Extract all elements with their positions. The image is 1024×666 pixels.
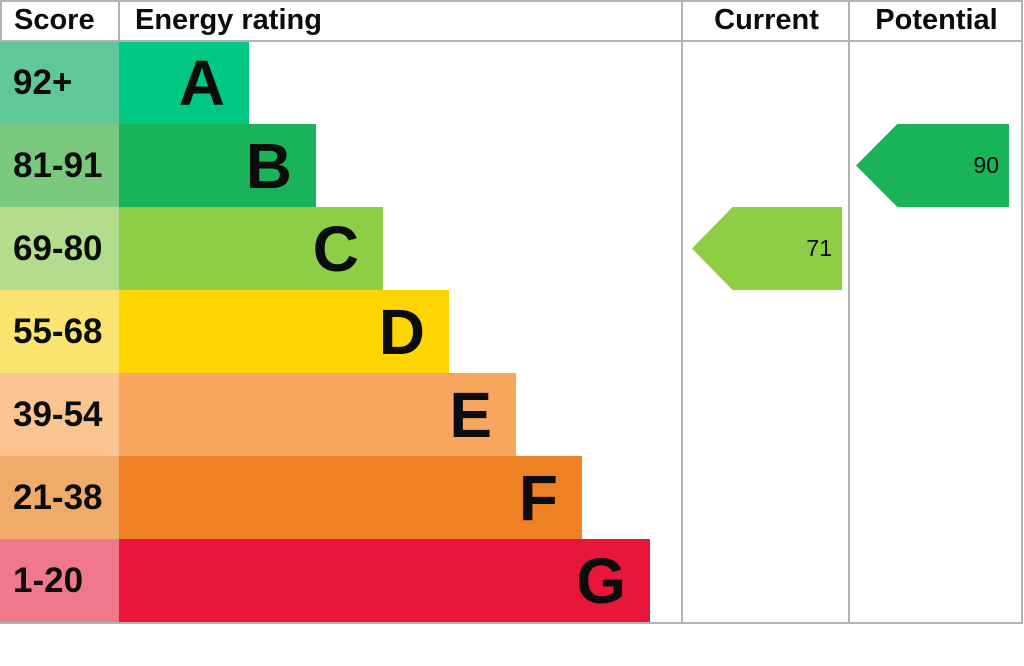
energy-rating-column-header: Energy rating	[135, 4, 322, 36]
potential-rating-arrow: 90	[856, 124, 1009, 207]
band-score-range: 81-91	[0, 124, 119, 207]
band-row: 92+ A	[0, 41, 650, 124]
band-letter: C	[312, 212, 359, 285]
grid-line-current-divider	[848, 0, 850, 624]
current-rating-arrow: 71	[692, 207, 842, 290]
band-bar: C	[119, 207, 383, 290]
grid-line-header-bottom	[0, 40, 1023, 42]
band-bar: E	[119, 373, 516, 456]
grid-line-bottom	[0, 622, 1023, 624]
band-score-range: 1-20	[0, 539, 119, 622]
band-bar: G	[119, 539, 650, 622]
band-row: 39-54 E	[0, 373, 650, 456]
band-letter: E	[449, 378, 492, 451]
grid-line-score-divider	[118, 0, 120, 41]
band-letter: A	[178, 46, 225, 119]
band-bar: B	[119, 124, 316, 207]
grid-line-top	[0, 0, 1023, 2]
band-bar: D	[119, 290, 449, 373]
score-column-header: Score	[14, 4, 95, 36]
band-score-range: 55-68	[0, 290, 119, 373]
band-bar: A	[119, 41, 249, 124]
band-score-range: 21-38	[0, 456, 119, 539]
grid-line-header-left	[0, 0, 2, 41]
band-score-range: 92+	[0, 41, 119, 124]
current-column-header: Current	[714, 4, 819, 36]
band-score-range: 39-54	[0, 373, 119, 456]
band-letter: F	[518, 461, 558, 534]
band-letter: B	[245, 129, 292, 202]
band-letter: G	[576, 544, 626, 617]
grid-line-right	[1021, 0, 1023, 624]
chart-header: Score Energy rating Current Potential	[0, 0, 1023, 41]
potential-column-header: Potential	[875, 4, 998, 36]
potential-rating-value: 90	[973, 152, 999, 178]
band-letter: D	[378, 295, 425, 368]
grid-line-rating-divider	[681, 0, 683, 624]
band-bar: F	[119, 456, 582, 539]
band-row: 1-20 G	[0, 539, 650, 622]
band-row: 81-91 B	[0, 124, 650, 207]
band-score-range: 69-80	[0, 207, 119, 290]
band-row: 69-80 C	[0, 207, 650, 290]
rating-bands: 92+ A 81-91 B 69-80 C 55-68 D 39-54 E 21…	[0, 41, 650, 622]
current-rating-value: 71	[806, 235, 832, 261]
band-row: 55-68 D	[0, 290, 650, 373]
band-row: 21-38 F	[0, 456, 650, 539]
